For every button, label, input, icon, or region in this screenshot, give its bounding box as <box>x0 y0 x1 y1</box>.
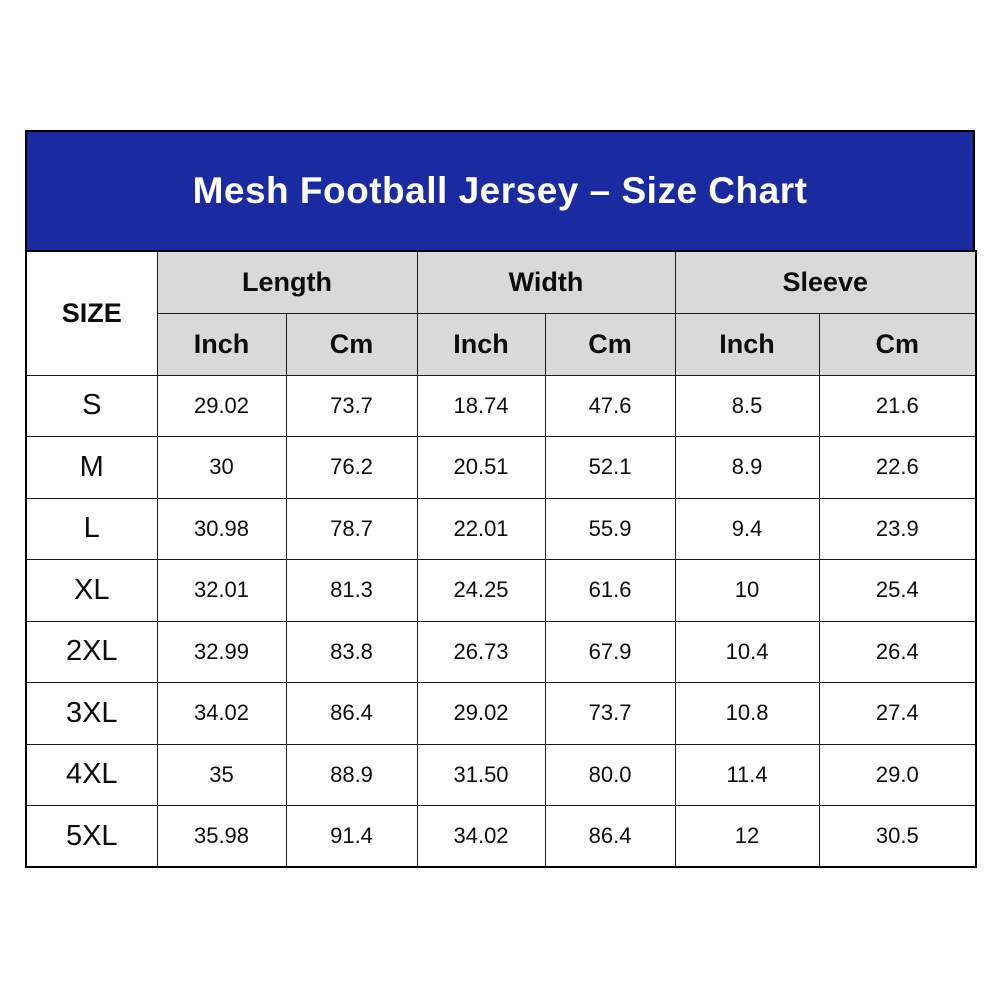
value-cell: 30.98 <box>156 497 287 560</box>
value-cell: 73.7 <box>285 374 418 437</box>
value-cell: 34.02 <box>416 805 546 868</box>
table-row-s: S 29.02 73.7 18.74 47.6 8.5 21.6 <box>25 374 977 437</box>
value-cell: 12 <box>674 805 820 868</box>
value-cell: 29.02 <box>156 374 287 437</box>
value-cell: 73.7 <box>544 682 676 745</box>
size-chart-title: Mesh Football Jersey – Size Chart <box>192 170 808 211</box>
group-header-width: Width <box>416 250 676 314</box>
value-cell: 61.6 <box>544 559 676 622</box>
value-cell: 27.4 <box>818 682 977 745</box>
value-cell: 76.2 <box>285 436 418 499</box>
value-cell: 34.02 <box>156 682 287 745</box>
size-chart-title-bar: Mesh Football Jersey – Size Chart <box>25 130 975 250</box>
value-cell: 21.6 <box>818 374 977 437</box>
value-cell: 88.9 <box>285 743 418 806</box>
size-column-header: SIZE <box>25 250 158 376</box>
table-row-5xl: 5XL 35.98 91.4 34.02 86.4 12 30.5 <box>25 805 977 868</box>
unit-header-sleeve-inch: Inch <box>674 312 820 376</box>
value-cell: 9.4 <box>674 497 820 560</box>
group-header-length: Length <box>156 250 418 314</box>
value-cell: 32.01 <box>156 559 287 622</box>
size-label: XL <box>25 559 158 622</box>
unit-header-length-cm: Cm <box>285 312 418 376</box>
value-cell: 22.6 <box>818 436 977 499</box>
table-row-l: L 30.98 78.7 22.01 55.9 9.4 23.9 <box>25 497 977 560</box>
unit-header-width-inch: Inch <box>416 312 546 376</box>
unit-header-row: Inch Cm Inch Cm Inch Cm <box>26 312 977 376</box>
size-label: 3XL <box>25 682 158 745</box>
value-cell: 24.25 <box>416 559 546 622</box>
table-row-xl: XL 32.01 81.3 24.25 61.6 10 25.4 <box>25 559 977 622</box>
size-label: M <box>25 436 158 499</box>
size-label: 5XL <box>25 805 158 868</box>
size-label: 2XL <box>25 620 158 683</box>
value-cell: 22.01 <box>416 497 546 560</box>
value-cell: 30 <box>156 436 287 499</box>
value-cell: 47.6 <box>544 374 676 437</box>
table-row-4xl: 4XL 35 88.9 31.50 80.0 11.4 29.0 <box>25 743 977 806</box>
value-cell: 8.9 <box>674 436 820 499</box>
size-label: S <box>25 374 158 437</box>
value-cell: 29.02 <box>416 682 546 745</box>
table-row-2xl: 2XL 32.99 83.8 26.73 67.9 10.4 26.4 <box>25 620 977 683</box>
unit-header-sleeve-cm: Cm <box>818 312 977 376</box>
value-cell: 26.73 <box>416 620 546 683</box>
unit-header-length-inch: Inch <box>156 312 287 376</box>
value-cell: 52.1 <box>544 436 676 499</box>
value-cell: 10.4 <box>674 620 820 683</box>
value-cell: 81.3 <box>285 559 418 622</box>
size-label: L <box>25 497 158 560</box>
value-cell: 26.4 <box>818 620 977 683</box>
value-cell: 86.4 <box>285 682 418 745</box>
value-cell: 11.4 <box>674 743 820 806</box>
group-header-row: SIZE Length Width Sleeve <box>25 250 977 376</box>
value-cell: 91.4 <box>285 805 418 868</box>
value-cell: 23.9 <box>818 497 977 560</box>
value-cell: 35 <box>156 743 287 806</box>
size-chart: Mesh Football Jersey – Size Chart SIZE L… <box>25 130 978 868</box>
table-row-m: M 30 76.2 20.51 52.1 8.9 22.6 <box>25 436 977 499</box>
size-label: 4XL <box>25 743 158 806</box>
value-cell: 32.99 <box>156 620 287 683</box>
value-cell: 8.5 <box>674 374 820 437</box>
group-header-sleeve: Sleeve <box>674 250 977 314</box>
size-chart-table: SIZE Length Width Sleeve Inch Cm Inch Cm… <box>25 250 978 868</box>
value-cell: 20.51 <box>416 436 546 499</box>
value-cell: 10.8 <box>674 682 820 745</box>
value-cell: 10 <box>674 559 820 622</box>
value-cell: 25.4 <box>818 559 977 622</box>
value-cell: 55.9 <box>544 497 676 560</box>
value-cell: 30.5 <box>818 805 977 868</box>
value-cell: 31.50 <box>416 743 546 806</box>
value-cell: 80.0 <box>544 743 676 806</box>
value-cell: 35.98 <box>156 805 287 868</box>
table-row-3xl: 3XL 34.02 86.4 29.02 73.7 10.8 27.4 <box>25 682 977 745</box>
value-cell: 18.74 <box>416 374 546 437</box>
value-cell: 83.8 <box>285 620 418 683</box>
value-cell: 78.7 <box>285 497 418 560</box>
value-cell: 29.0 <box>818 743 977 806</box>
value-cell: 67.9 <box>544 620 676 683</box>
value-cell: 86.4 <box>544 805 676 868</box>
unit-header-width-cm: Cm <box>544 312 676 376</box>
